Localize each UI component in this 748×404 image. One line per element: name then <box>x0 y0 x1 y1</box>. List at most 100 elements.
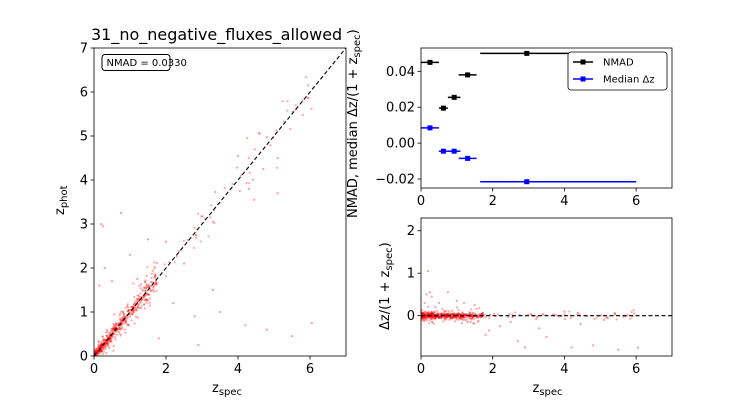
data-point <box>457 313 460 317</box>
data-point <box>136 299 139 302</box>
data-point <box>459 313 462 316</box>
data-point <box>96 351 100 354</box>
data-point <box>106 343 109 346</box>
data-point <box>151 281 154 284</box>
data-point <box>449 316 452 319</box>
data-point <box>97 352 100 355</box>
data-point <box>231 182 234 185</box>
data-point <box>125 317 128 320</box>
data-point <box>442 312 445 315</box>
data-point <box>476 320 479 323</box>
data-point <box>563 312 566 315</box>
data-point <box>107 338 110 341</box>
errorbar-marker <box>465 72 471 78</box>
data-point <box>105 352 108 355</box>
data-point <box>114 321 117 324</box>
data-point <box>430 312 433 315</box>
data-point <box>223 186 226 190</box>
data-point <box>155 261 159 264</box>
data-point <box>144 287 147 290</box>
data-point <box>122 320 125 323</box>
data-point <box>118 317 122 320</box>
legend-median-label: Median Δz <box>603 75 655 86</box>
data-point-outlier <box>617 348 620 351</box>
data-point <box>421 317 424 320</box>
data-point <box>100 343 103 346</box>
data-point <box>201 215 204 218</box>
data-point <box>471 314 474 318</box>
data-point <box>437 316 441 319</box>
data-point <box>469 313 472 316</box>
data-point-outlier <box>310 321 313 325</box>
data-point <box>455 316 458 319</box>
data-point <box>99 350 102 354</box>
data-point <box>431 321 434 324</box>
data-point-outlier <box>258 132 261 135</box>
data-point <box>427 315 430 319</box>
data-point <box>112 327 115 331</box>
data-point <box>110 327 113 330</box>
x-axis-label: zspec <box>533 381 563 398</box>
data-point <box>118 332 122 335</box>
data-point <box>471 314 474 317</box>
p2-ytick-label: −0.02 <box>375 173 415 188</box>
data-point <box>428 316 431 319</box>
data-point <box>105 345 108 348</box>
data-point <box>142 296 145 299</box>
data-point <box>428 316 431 319</box>
data-point <box>457 313 460 316</box>
data-point <box>99 345 102 348</box>
data-point <box>423 318 426 321</box>
data-point <box>461 311 464 314</box>
data-point <box>464 318 467 321</box>
data-point-outlier <box>423 301 426 305</box>
data-point <box>443 310 446 313</box>
data-point <box>122 312 125 315</box>
data-point <box>600 314 603 317</box>
data-point <box>149 297 152 300</box>
data-point <box>114 326 117 329</box>
data-point <box>192 246 195 249</box>
data-point <box>446 316 449 319</box>
data-point <box>122 315 125 318</box>
data-point <box>564 317 567 321</box>
data-point <box>442 317 445 320</box>
data-point <box>493 312 496 315</box>
data-point-outlier <box>579 323 582 326</box>
data-point <box>102 346 105 349</box>
data-point <box>101 346 104 349</box>
data-point <box>101 345 104 348</box>
data-point <box>449 312 452 315</box>
data-point <box>113 325 117 328</box>
data-point <box>445 314 448 317</box>
data-point <box>450 312 453 315</box>
data-point <box>143 303 146 306</box>
data-point <box>433 318 436 321</box>
data-point <box>451 315 455 319</box>
data-point <box>98 346 101 349</box>
data-point <box>508 313 511 316</box>
data-point <box>154 283 157 286</box>
data-point <box>117 322 120 325</box>
p1-ytick-label: 4 <box>80 174 88 189</box>
data-point <box>143 286 146 289</box>
data-point <box>96 347 99 351</box>
data-point-outlier <box>545 335 548 338</box>
nmad-annotation-box <box>101 54 171 71</box>
data-point <box>452 315 455 319</box>
data-point <box>613 312 616 315</box>
data-point <box>147 293 150 296</box>
data-point <box>129 313 132 316</box>
data-point <box>436 313 439 316</box>
data-point <box>238 189 241 193</box>
p2-ytick-label: 0.04 <box>386 65 415 80</box>
data-point <box>153 261 156 264</box>
data-point <box>122 313 125 316</box>
data-point <box>107 340 110 343</box>
data-point <box>100 346 103 349</box>
data-point <box>126 315 129 318</box>
data-point <box>459 317 462 321</box>
data-point <box>96 350 99 353</box>
data-point <box>99 349 102 352</box>
data-point <box>135 309 138 312</box>
